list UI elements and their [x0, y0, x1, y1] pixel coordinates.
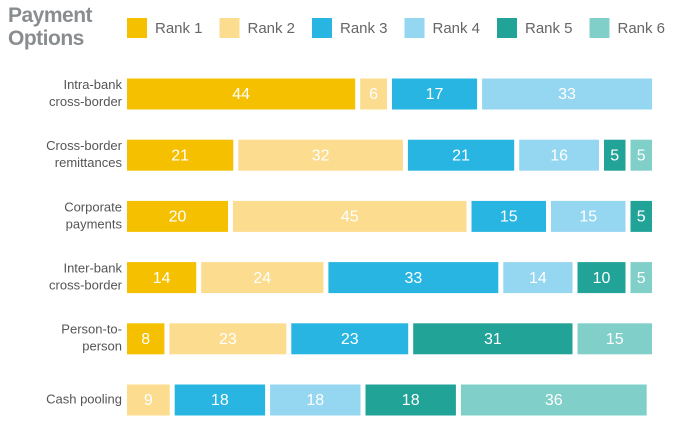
value-label: 45	[341, 209, 359, 226]
bar-segment	[127, 384, 170, 416]
legend-label: Rank 1	[155, 20, 203, 37]
bar-segment	[291, 323, 409, 355]
bar-segment	[392, 78, 478, 110]
value-label: 21	[452, 147, 470, 164]
category-label: Cash pooling	[46, 391, 122, 406]
bar-segment	[482, 78, 652, 110]
category-label: Corporate	[64, 199, 122, 214]
legend-swatch	[127, 18, 147, 38]
bar-segment	[201, 262, 324, 294]
legend-swatch	[312, 18, 332, 38]
category-label: Cross-border	[46, 138, 123, 153]
value-label: 5	[637, 147, 646, 164]
bar-segment	[127, 78, 356, 110]
bar-segment	[233, 200, 467, 232]
value-label: 14	[153, 270, 171, 287]
bar-segment	[169, 323, 287, 355]
value-label: 24	[253, 270, 271, 287]
legend-label: Rank 5	[525, 20, 573, 37]
category-label: Intra-bank	[63, 77, 122, 92]
value-label: 18	[306, 392, 324, 409]
value-label: 33	[404, 270, 422, 287]
value-label: 18	[402, 392, 420, 409]
category-label: cross-border	[49, 278, 123, 293]
legend-swatch	[497, 18, 517, 38]
category-label: Person-to-	[61, 322, 122, 337]
bar-segment	[471, 200, 546, 232]
value-label: 5	[610, 147, 619, 164]
bar-segment	[127, 262, 197, 294]
legend-label: Rank 6	[618, 20, 666, 37]
bar-segment	[604, 139, 626, 171]
value-label: 15	[500, 209, 518, 226]
category-label: remittances	[55, 155, 123, 170]
value-label: 5	[637, 270, 646, 287]
value-label: 18	[211, 392, 229, 409]
value-label: 17	[426, 86, 444, 103]
bar-segment	[577, 262, 626, 294]
value-label: 20	[169, 209, 187, 226]
bar-segment	[413, 323, 573, 355]
bar-segment	[360, 78, 387, 110]
category-label: payments	[66, 216, 123, 231]
value-label: 5	[637, 209, 646, 226]
bar-segment	[630, 200, 652, 232]
value-label: 16	[550, 147, 568, 164]
value-label: 23	[219, 331, 237, 348]
value-label: 36	[545, 392, 563, 409]
value-label: 23	[341, 331, 359, 348]
value-label: 14	[529, 270, 547, 287]
category-label: cross-border	[49, 94, 123, 109]
value-label: 10	[593, 270, 611, 287]
bar-segment	[328, 262, 499, 294]
bar-segment	[238, 139, 403, 171]
legend-label: Rank 2	[248, 20, 296, 37]
bar-segment	[127, 200, 228, 232]
legend-swatch	[404, 18, 425, 38]
bar-segment	[551, 200, 626, 232]
value-label: 8	[141, 331, 150, 348]
legend-swatch	[219, 18, 240, 38]
legend-swatch	[589, 18, 610, 38]
legend-label: Rank 4	[433, 20, 481, 37]
value-label: 9	[144, 392, 153, 409]
value-label: 15	[606, 331, 624, 348]
bar-segment	[460, 384, 647, 416]
bar-segment	[503, 262, 573, 294]
chart-title: Payment Options	[8, 4, 93, 50]
bar-segment	[630, 262, 652, 294]
bar-segment	[270, 384, 361, 416]
bar-segment	[407, 139, 515, 171]
bar-segment	[127, 139, 234, 171]
value-label: 32	[312, 147, 330, 164]
bar-segment	[127, 323, 165, 355]
category-label: person	[82, 339, 122, 354]
category-label: Inter-bank	[63, 261, 122, 276]
value-label: 6	[369, 86, 378, 103]
legend-label: Rank 3	[340, 20, 388, 37]
bar-segment	[519, 139, 599, 171]
value-label: 33	[558, 86, 576, 103]
bar-segment	[577, 323, 652, 355]
bar-segment	[174, 384, 266, 416]
value-label: 31	[484, 331, 502, 348]
value-label: 15	[579, 209, 597, 226]
bar-segment	[365, 384, 456, 416]
value-label: 44	[232, 86, 250, 103]
bar-segment	[630, 139, 652, 171]
value-label: 21	[171, 147, 189, 164]
